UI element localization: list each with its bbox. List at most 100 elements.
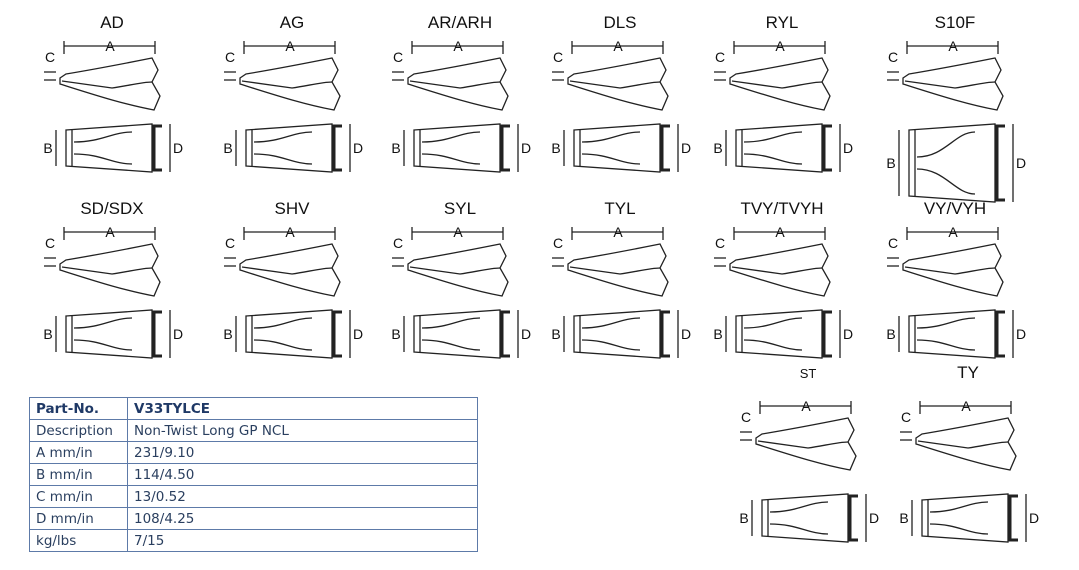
dim-label-c: C — [225, 235, 235, 251]
dim-label-b: B — [713, 140, 722, 156]
dim-label-c: C — [888, 49, 898, 65]
spec-label: D mm/in — [29, 507, 128, 530]
tooth-ad: AD A C B D — [43, 13, 183, 173]
dim-label-a: A — [613, 38, 623, 54]
tooth-name: S10F — [935, 13, 976, 32]
dim-label-a: A — [775, 224, 785, 240]
tooth-ryl: RYL A C B D — [713, 13, 853, 173]
dim-label-d: D — [353, 326, 363, 342]
dim-label-a: A — [105, 38, 115, 54]
tooth-tvy-tvyh: TVY/TVYH A C B D — [713, 199, 853, 359]
dim-label-d: D — [681, 326, 691, 342]
dim-label-d: D — [1016, 155, 1026, 171]
spec-value: 231/9.10 — [127, 441, 478, 464]
dim-label-c: C — [741, 409, 751, 425]
tooth-name: ST — [800, 366, 817, 381]
dim-label-d: D — [1029, 510, 1039, 526]
dim-label-b: B — [899, 510, 908, 526]
dim-label-b: B — [551, 140, 560, 156]
dim-label-d: D — [843, 326, 853, 342]
tooth-tyl: TYL A C B D — [551, 199, 691, 359]
spec-label: Description — [29, 419, 128, 442]
spec-row: Part-No. V33TYLCE — [29, 397, 478, 420]
dim-label-b: B — [43, 140, 52, 156]
spec-value: 13/0.52 — [127, 485, 478, 508]
dim-label-a: A — [453, 38, 463, 54]
spec-label: C mm/in — [29, 485, 128, 508]
spec-table: Part-No. V33TYLCE Description Non-Twist Lon… — [29, 397, 478, 552]
dim-label-b: B — [223, 326, 232, 342]
dim-label-d: D — [681, 140, 691, 156]
tooth-name: TYL — [604, 199, 635, 218]
tooth-name: AG — [280, 13, 305, 32]
dim-label-b: B — [223, 140, 232, 156]
tooth-vy-vyh: VY/VYH A C B D — [886, 199, 1026, 359]
tooth-name: SHV — [275, 199, 311, 218]
dim-label-b: B — [739, 510, 748, 526]
dim-label-c: C — [888, 235, 898, 251]
dim-label-d: D — [843, 140, 853, 156]
spec-value: 108/4.25 — [127, 507, 478, 530]
dim-label-d: D — [353, 140, 363, 156]
tooth-ar-arh: AR/ARH A C B D — [391, 13, 531, 173]
tooth-s10f: S10F A C B D — [886, 13, 1026, 203]
tooth-name: AR/ARH — [428, 13, 492, 32]
dim-label-c: C — [715, 235, 725, 251]
dim-label-d: D — [173, 326, 183, 342]
dim-label-c: C — [901, 409, 911, 425]
spec-label: Part-No. — [29, 397, 128, 420]
spec-label: B mm/in — [29, 463, 128, 486]
tooth-name: TVY/TVYH — [740, 199, 823, 218]
dim-label-c: C — [45, 49, 55, 65]
dim-label-a: A — [961, 398, 971, 414]
dim-label-d: D — [173, 140, 183, 156]
dim-label-c: C — [715, 49, 725, 65]
spec-row: D mm/in 108/4.25 — [29, 507, 478, 530]
tooth-name: VY/VYH — [924, 199, 986, 218]
dim-label-b: B — [886, 155, 895, 171]
spec-row: A mm/in 231/9.10 — [29, 441, 478, 464]
dim-label-b: B — [391, 140, 400, 156]
tooth-st: ST A C B D — [739, 366, 879, 543]
dim-label-a: A — [453, 224, 463, 240]
tooth-syl: SYL A C B D — [391, 199, 531, 359]
dim-label-a: A — [948, 224, 958, 240]
dim-label-c: C — [393, 235, 403, 251]
spec-value: Non-Twist Long GP NCL — [127, 419, 478, 442]
dim-label-d: D — [521, 140, 531, 156]
dim-label-c: C — [553, 49, 563, 65]
tooth-name: DLS — [603, 13, 636, 32]
dim-label-a: A — [948, 38, 958, 54]
dim-label-c: C — [393, 49, 403, 65]
tooth-name: AD — [100, 13, 124, 32]
dim-label-b: B — [551, 326, 560, 342]
tooth-sd-sdx: SD/SDX A C B D — [43, 199, 183, 359]
dim-label-c: C — [553, 235, 563, 251]
dim-label-c: C — [225, 49, 235, 65]
spec-value: V33TYLCE — [127, 397, 478, 420]
spec-row: kg/lbs 7/15 — [29, 529, 478, 552]
dim-label-b: B — [886, 326, 895, 342]
spec-label: A mm/in — [29, 441, 128, 464]
dim-label-d: D — [1016, 326, 1026, 342]
tooth-shv: SHV A C B D — [223, 199, 363, 359]
dim-label-a: A — [775, 38, 785, 54]
spec-value: 7/15 — [127, 529, 478, 552]
tooth-ty: TY A C B D — [899, 363, 1039, 543]
tooth-ag: AG A C B D — [223, 13, 363, 173]
spec-row: B mm/in 114/4.50 — [29, 463, 478, 486]
dim-label-d: D — [521, 326, 531, 342]
tooth-name: TY — [957, 363, 979, 382]
spec-value: 114/4.50 — [127, 463, 478, 486]
tooth-name: SYL — [444, 199, 476, 218]
tooth-name: RYL — [766, 13, 799, 32]
dim-label-a: A — [613, 224, 623, 240]
dim-label-b: B — [713, 326, 722, 342]
dim-label-a: A — [285, 38, 295, 54]
dim-label-c: C — [45, 235, 55, 251]
tooth-name: SD/SDX — [80, 199, 143, 218]
dim-label-b: B — [391, 326, 400, 342]
spec-row: Description Non-Twist Long GP NCL — [29, 419, 478, 442]
spec-row: C mm/in 13/0.52 — [29, 485, 478, 508]
